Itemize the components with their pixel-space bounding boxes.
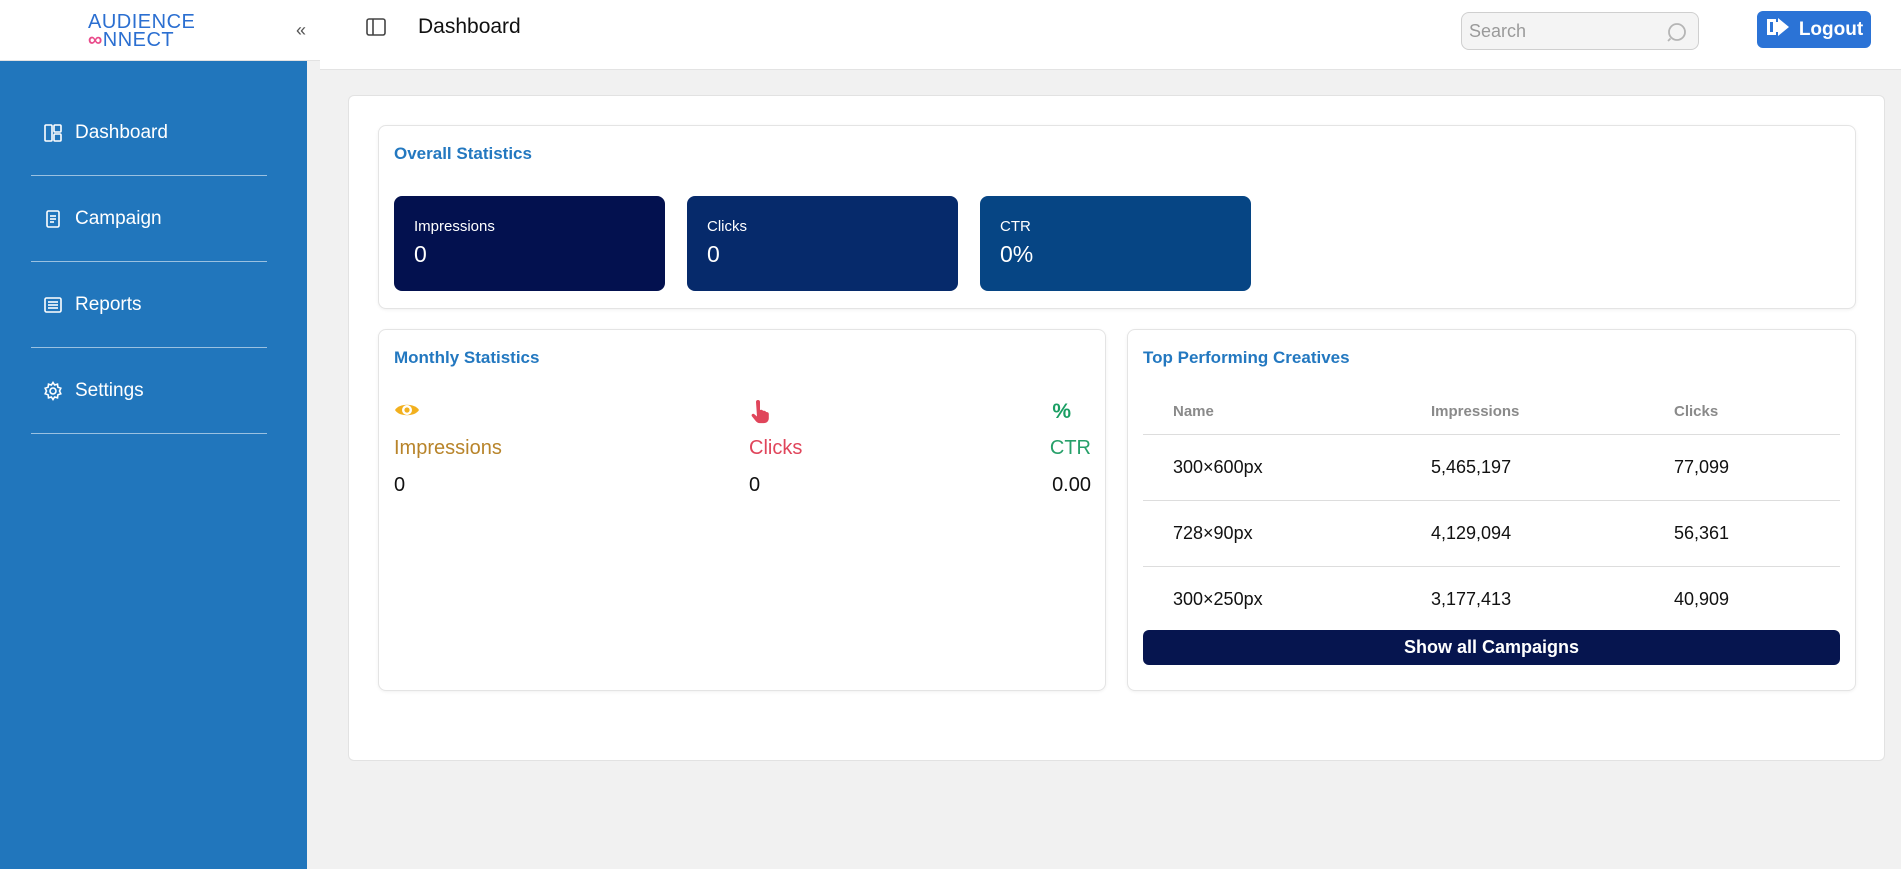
show-all-campaigns-button[interactable]: Show all Campaigns: [1143, 630, 1840, 665]
creative-impressions: 4,129,094: [1401, 500, 1644, 567]
creatives-table: Name Impressions Clicks 300×600px 5,465,…: [1143, 390, 1840, 632]
impressions-stat-card: Impressions 0: [394, 196, 665, 291]
audience-connect-logo[interactable]: AUDIENCE ∞NNECT: [88, 11, 196, 51]
sidebar-nav: Dashboard Campaign Reports Settings: [31, 90, 267, 434]
logout-button[interactable]: Logout: [1757, 11, 1871, 48]
creative-name: 300×600px: [1143, 434, 1401, 501]
sidebar: Dashboard Campaign Reports Settings: [0, 0, 307, 869]
table-row[interactable]: 300×250px 3,177,413 40,909: [1143, 566, 1840, 632]
creative-clicks: 40,909: [1674, 588, 1730, 609]
column-header-impressions: Impressions: [1401, 390, 1644, 435]
table-row[interactable]: 300×600px 5,465,197 77,099: [1143, 434, 1840, 501]
search-input[interactable]: [1462, 20, 1658, 42]
page-title: Dashboard: [418, 15, 521, 38]
stat-value: 0: [414, 241, 427, 267]
top-bar: Dashboard Logout: [320, 0, 1901, 70]
pointer-hand-icon: [749, 400, 802, 424]
sidebar-item-dashboard[interactable]: Dashboard: [31, 90, 267, 176]
stat-label: Impressions: [414, 218, 495, 235]
column-header-clicks: Clicks: [1644, 390, 1840, 435]
creative-name: 728×90px: [1143, 500, 1401, 567]
column-header-name: Name: [1143, 390, 1401, 435]
sidebar-item-reports[interactable]: Reports: [31, 262, 267, 348]
sidebar-item-label: Campaign: [75, 207, 162, 229]
stat-label: Clicks: [707, 218, 747, 235]
logout-icon: [1765, 16, 1791, 44]
dashboard-icon: [43, 123, 63, 143]
sidebar-item-label: Dashboard: [75, 121, 168, 143]
search-icon[interactable]: [1666, 21, 1688, 43]
reports-icon: [43, 295, 63, 315]
table-header-row: Name Impressions Clicks: [1143, 390, 1840, 435]
monthly-ctr: % CTR 0.00: [1050, 400, 1091, 497]
monthly-impressions-label: Impressions: [394, 437, 502, 459]
monthly-statistics-title: Monthly Statistics: [394, 348, 540, 367]
top-performing-creatives-panel: Top Performing Creatives Name Impression…: [1127, 329, 1856, 691]
overall-statistics-title: Overall Statistics: [394, 144, 532, 163]
infinity-logo-mark: ∞: [88, 29, 103, 51]
campaign-icon: [43, 209, 63, 229]
monthly-statistics-panel: Monthly Statistics Impressions 0 Clicks …: [378, 329, 1106, 691]
stat-value: 0: [707, 241, 720, 267]
creative-clicks: 56,361: [1644, 500, 1840, 567]
brand-header: AUDIENCE ∞NNECT «: [0, 0, 320, 61]
monthly-impressions-value: 0: [394, 474, 406, 496]
monthly-clicks-value: 0: [749, 474, 761, 496]
eye-icon: [394, 400, 502, 424]
stat-label: CTR: [1000, 218, 1031, 235]
sidebar-item-label: Reports: [75, 293, 142, 315]
top-creatives-title: Top Performing Creatives: [1143, 348, 1350, 367]
ctr-stat-card: CTR 0%: [980, 196, 1251, 291]
percent-icon: %: [1052, 400, 1071, 423]
settings-icon: [43, 380, 63, 401]
stat-value: 0%: [1000, 241, 1034, 267]
sidebar-item-campaign[interactable]: Campaign: [31, 176, 267, 262]
clicks-stat-card: Clicks 0: [687, 196, 958, 291]
dashboard-card: Overall Statistics Impressions 0 Clicks …: [348, 95, 1885, 761]
logout-label: Logout: [1798, 18, 1864, 40]
table-row[interactable]: 728×90px 4,129,094 56,361: [1143, 500, 1840, 567]
panel-toggle-icon[interactable]: [366, 18, 386, 36]
monthly-clicks: Clicks 0: [749, 400, 802, 497]
monthly-clicks-label: Clicks: [749, 437, 803, 459]
search-box: [1461, 12, 1699, 50]
creative-impressions: 5,465,197: [1401, 434, 1644, 501]
sidebar-item-settings[interactable]: Settings: [31, 348, 267, 434]
creative-name: 300×250px: [1173, 588, 1263, 609]
monthly-ctr-value: 0.00: [1052, 474, 1091, 496]
creative-impressions: 3,177,413: [1431, 588, 1512, 609]
sidebar-item-label: Settings: [75, 379, 144, 401]
collapse-sidebar-icon[interactable]: «: [296, 20, 307, 40]
monthly-ctr-label: CTR: [1049, 437, 1091, 459]
creative-clicks: 77,099: [1644, 434, 1840, 501]
overall-statistics-panel: Overall Statistics Impressions 0 Clicks …: [378, 125, 1856, 309]
monthly-impressions: Impressions 0: [394, 400, 502, 497]
